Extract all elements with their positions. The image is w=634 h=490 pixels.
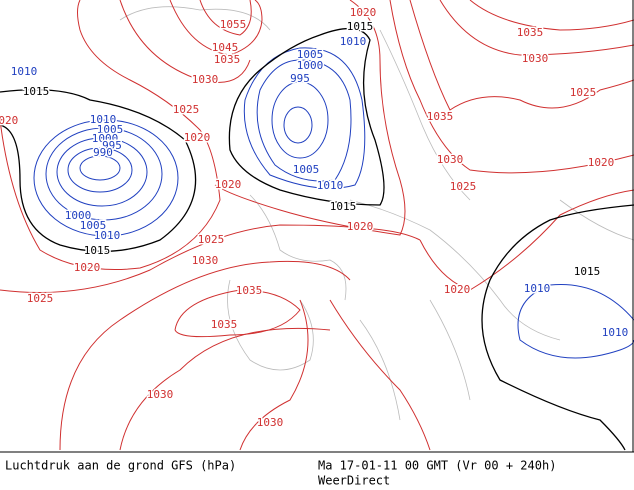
isobar-label: 1010 — [90, 113, 117, 126]
isobar-label: 1030 — [437, 153, 464, 166]
isobar-label: 1020 — [350, 6, 377, 19]
isobar-label: 1020 — [0, 114, 18, 127]
isobar-label: 1035 — [236, 284, 263, 297]
isobar-label: 1030 — [147, 388, 174, 401]
isobar-label: 1000 — [92, 132, 119, 145]
isobar-label: 1015 — [574, 265, 601, 278]
isobar-label: 1000 — [65, 209, 92, 222]
isobar-label: 1010 — [602, 326, 629, 339]
isobar-label: 1010 — [11, 65, 38, 78]
isobar-label: 1025 — [570, 86, 597, 99]
isobar-label: 1015 — [23, 85, 50, 98]
isobar-label: 1030 — [192, 73, 219, 86]
isobar-label: 1030 — [192, 254, 219, 267]
isobar-label: 1035 — [517, 26, 544, 39]
isobar-label: 1025 — [27, 292, 54, 305]
isobar-label: 1015 — [347, 20, 374, 33]
isobar-label: 1035 — [214, 53, 241, 66]
isobar-label: 1005 — [293, 163, 320, 176]
isobar-label: 995 — [102, 139, 122, 152]
footer-title: Luchtdruk aan de grond GFS (hPa) — [5, 459, 236, 473]
isobar-label: 1030 — [522, 52, 549, 65]
isobar-label: 1025 — [173, 103, 200, 116]
isobar-label: 1005 — [80, 219, 107, 232]
isobar-label: 1000 — [297, 59, 324, 72]
isobar-label: 1045 — [212, 41, 239, 54]
isobar-label: 1015 — [84, 244, 111, 257]
isobar-label: 1010 — [524, 282, 551, 295]
isobar-label: 1005 — [97, 123, 124, 136]
isobar-label: 1020 — [184, 131, 211, 144]
isobar-label: 1020 — [588, 156, 615, 169]
isobar-label: 1010 — [94, 229, 121, 242]
isobar-label: 995 — [290, 72, 310, 85]
isobar-label: 990 — [93, 146, 113, 159]
isobar-label: 1030 — [257, 416, 284, 429]
isobar-label: 1025 — [450, 180, 477, 193]
coastlines — [119, 6, 634, 421]
isobar-label: 1025 — [198, 233, 225, 246]
isobar-label: 1020 — [347, 220, 374, 233]
isobar-label: 1020 — [74, 261, 101, 274]
isobar-label: 1005 — [297, 48, 324, 61]
isobar-label: 1010 — [317, 179, 344, 192]
isobar-label: 1010 — [340, 35, 367, 48]
isobar-label: 1020 — [215, 178, 242, 191]
isobars — [0, 0, 634, 451]
footer-time: Ma 17-01-11 00 GMT (Vr 00 + 240h) — [318, 459, 556, 473]
isobar-label: 1055 — [220, 18, 247, 31]
isobar-label: 1020 — [444, 283, 471, 296]
footer-source: WeerDirect — [318, 474, 390, 488]
isobar-label: 1015 — [330, 200, 357, 213]
isobar-label: 1035 — [211, 318, 238, 331]
isobar-label: 1035 — [427, 110, 454, 123]
